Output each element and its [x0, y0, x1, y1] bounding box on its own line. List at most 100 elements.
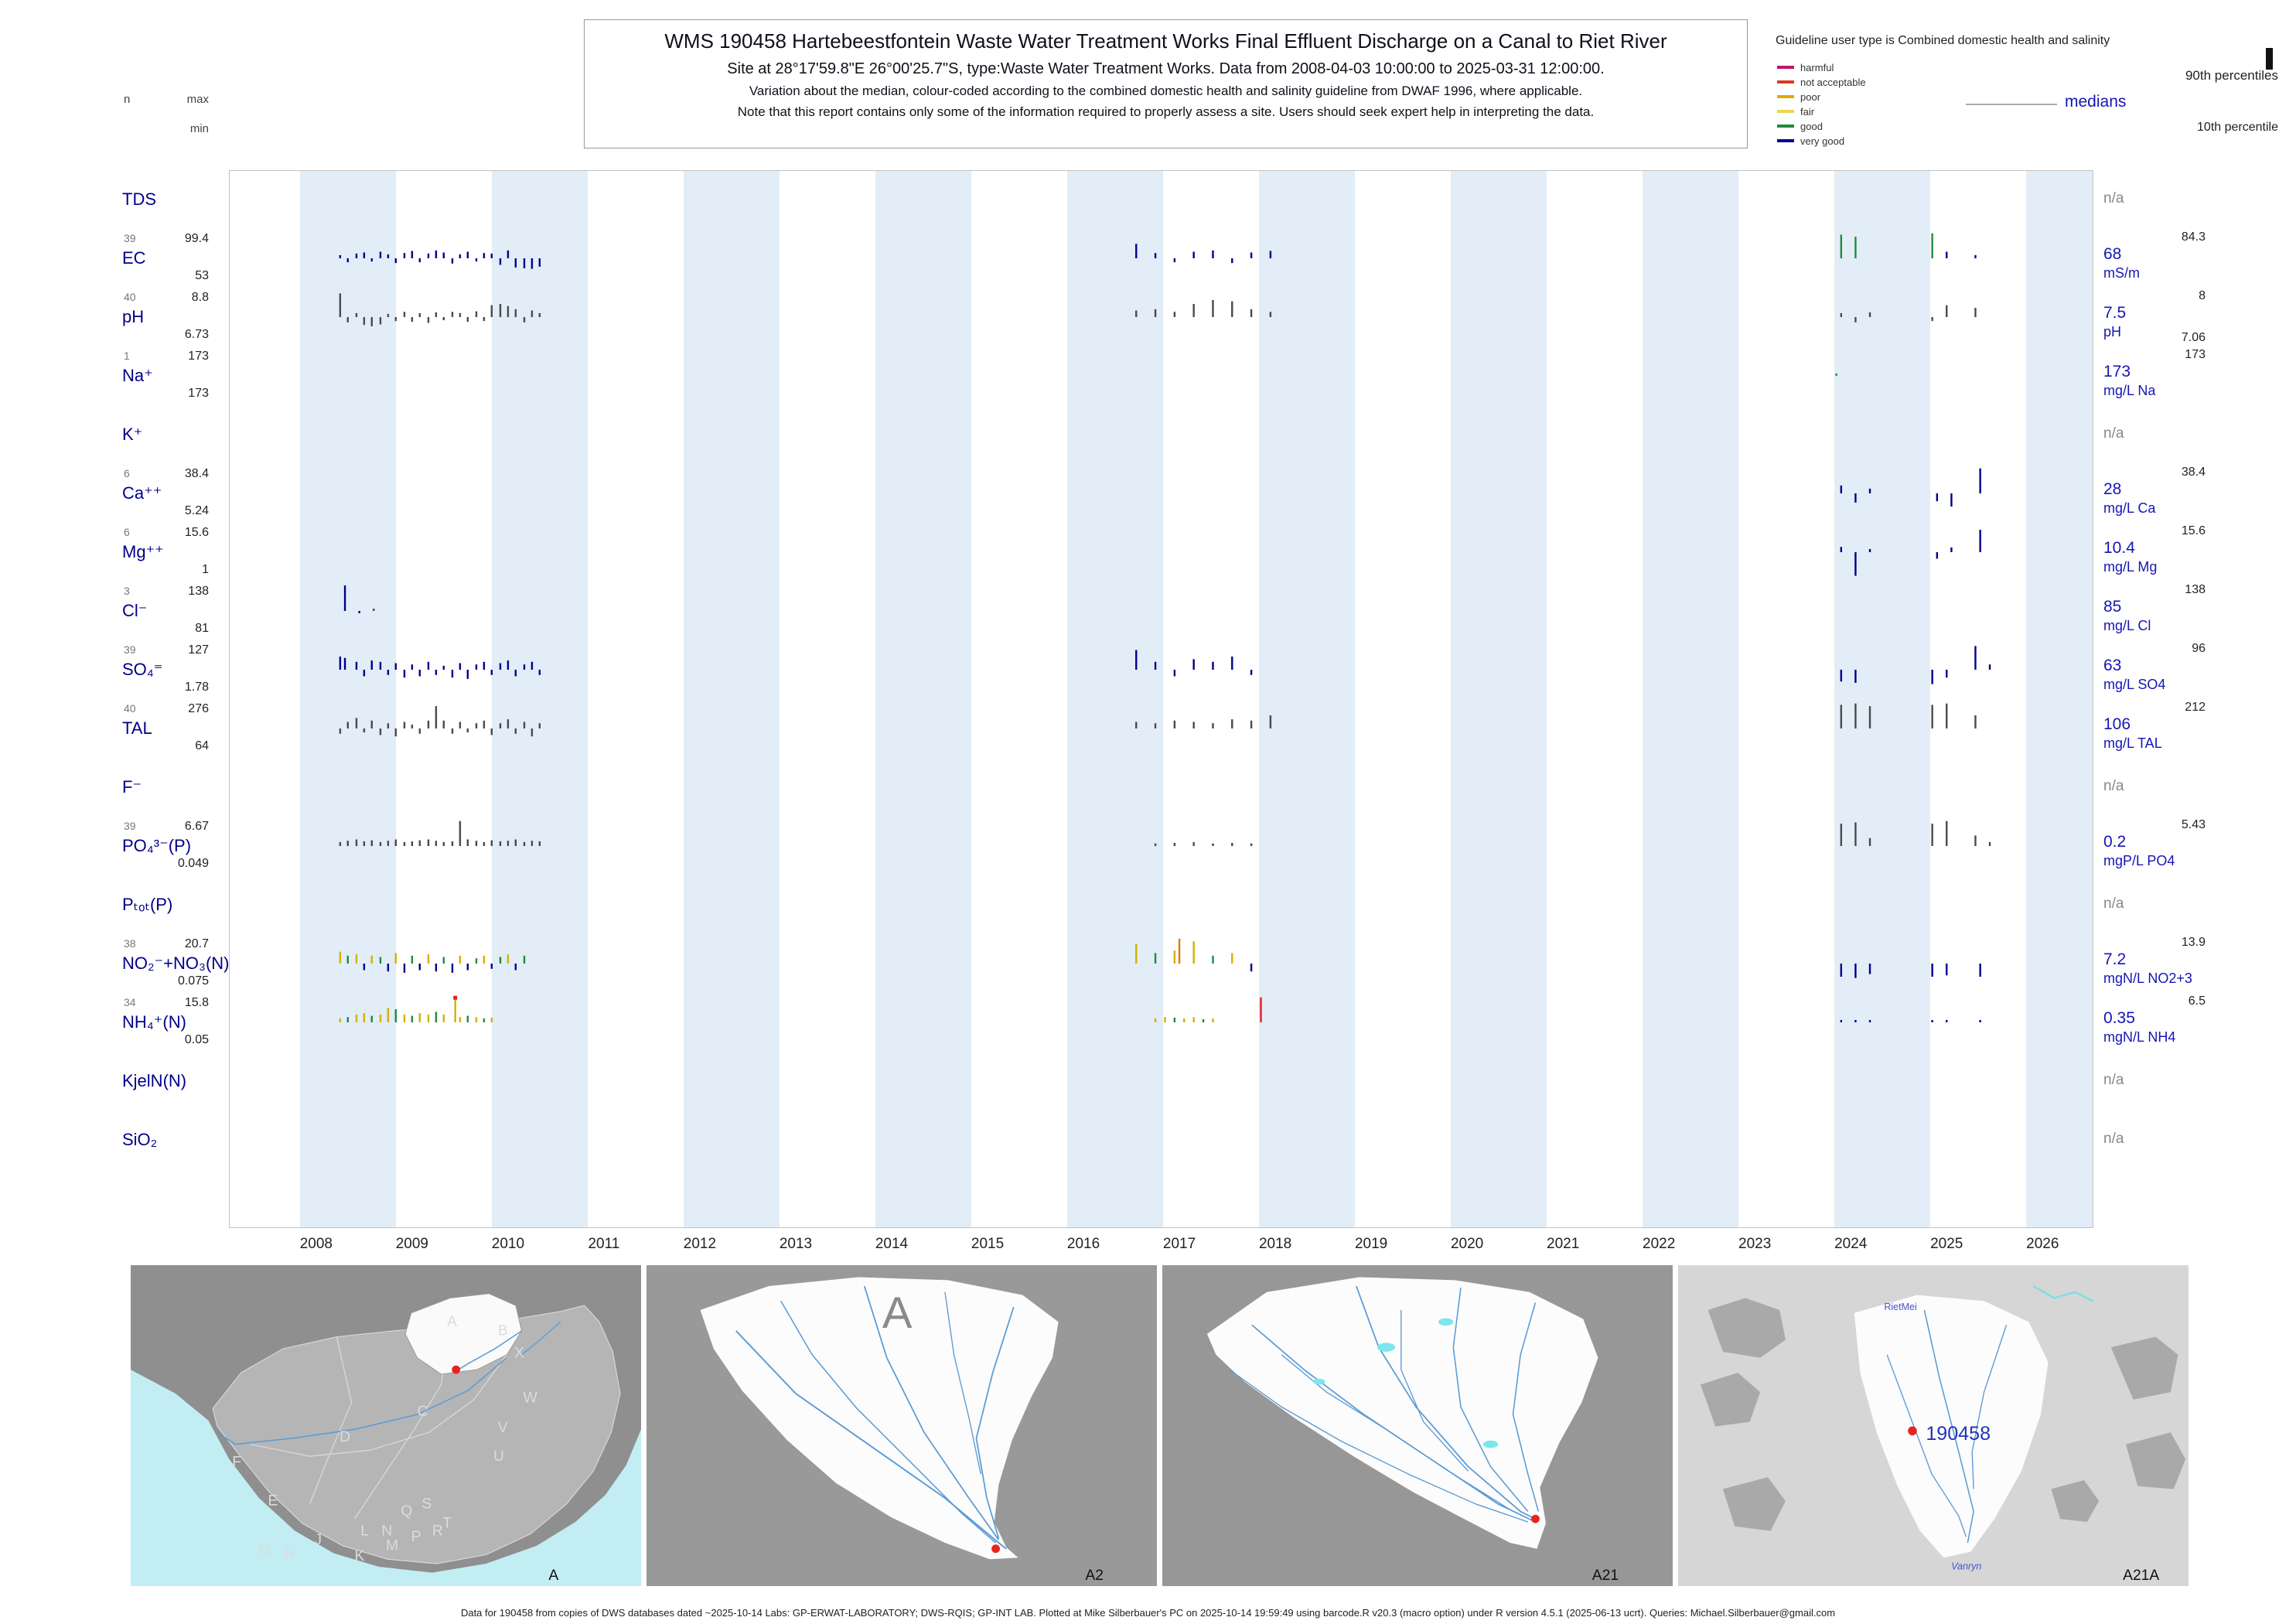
barcode-strip: [339, 233, 1977, 269]
barcode-strip: [339, 938, 1981, 978]
parameter-row: 38 20.7 NO₂⁻+NO₃(N) 0.075 13.9 7.2 mgN/L…: [0, 934, 2296, 993]
parameter-rows: TDS n/a 39 99.4 EC 53 84.3 68 mS/m 40 8.…: [0, 170, 2296, 1169]
column-header-min: min: [189, 122, 209, 135]
barcode-strip: [229, 1111, 2093, 1169]
min-value: 0.05: [184, 1033, 209, 1046]
year-band: [1066, 171, 1163, 1227]
sample-count: 1: [124, 350, 130, 362]
report-subtitle: Site at 28°17'59.8"E 26°00'25.7"S, type:…: [727, 60, 1605, 77]
median-value: 68: [2103, 245, 2122, 263]
station-marker: [452, 1365, 461, 1374]
parameter-row: 39 99.4 EC 53 84.3 68 mS/m: [0, 229, 2296, 288]
map-catchment-a21a: 190458 RietMei Vanryn A21A: [1678, 1265, 2189, 1586]
parameter-name: Ca⁺⁺: [122, 483, 162, 503]
axis-year-label: 2024: [1834, 1236, 1868, 1252]
sample-count: 39: [124, 820, 136, 832]
median-value: 7.2: [2103, 950, 2127, 968]
axis-year-label: 2018: [1258, 1236, 1292, 1252]
p90-value: 38.4: [2181, 466, 2206, 479]
region-letter: N: [381, 1523, 392, 1539]
barcode-strip: [339, 646, 1991, 684]
unit-label: mg/L TAL: [2103, 735, 2162, 751]
river: [1971, 1325, 2008, 1489]
year-band: [1834, 171, 1930, 1227]
legend-class-not-acceptable: not acceptable: [1777, 76, 1866, 88]
parameter-name: EC: [122, 248, 146, 268]
median-value: 106: [2103, 715, 2131, 733]
min-value: 1: [202, 563, 209, 576]
fair-swatch: [1777, 110, 1794, 113]
sample-bar-tip: [453, 995, 458, 1000]
dam: [1438, 1318, 1454, 1326]
parameter-name: KjelN(N): [122, 1071, 187, 1090]
harmful-swatch: [1777, 66, 1794, 69]
median-value: 0.35: [2103, 1009, 2135, 1027]
river-vaal: [455, 1330, 523, 1372]
unit-label: mgP/L PO4: [2103, 853, 2175, 868]
region-letter: R: [432, 1523, 443, 1539]
axis-year-label: 2023: [1738, 1236, 1772, 1252]
region-letter: H: [285, 1545, 295, 1561]
median-value: 85: [2103, 598, 2122, 616]
river: [863, 1285, 1000, 1540]
region-letter: P: [411, 1529, 421, 1545]
min-value: 64: [195, 739, 209, 752]
median-value: 173: [2103, 363, 2131, 380]
na-label: n/a: [2103, 425, 2124, 442]
unit-label: mgN/L NO2+3: [2103, 971, 2192, 986]
station-id-label: 190458: [1926, 1423, 1991, 1445]
station-marker: [991, 1544, 1000, 1554]
river: [1356, 1285, 1536, 1520]
panel-corner-label: A21A: [2123, 1568, 2159, 1584]
parameter-row: K⁺ n/a: [0, 405, 2296, 464]
p90-value: 138: [2185, 583, 2206, 596]
barcode-strip: [229, 875, 2093, 934]
region-boundary: [250, 1354, 507, 1457]
catchment-a-highlight: [404, 1293, 523, 1375]
report-note-guideline: Variation about the median, colour-coded…: [749, 84, 1583, 98]
map-catchment-a21: A21: [1162, 1265, 1673, 1586]
panel-corner-label: A21: [1592, 1568, 1619, 1584]
legend-p10-label: 10th percentile: [2197, 121, 2278, 134]
parameter-name: Mg⁺⁺: [122, 542, 164, 561]
region-letter: V: [498, 1420, 508, 1436]
sample-count: 40: [124, 702, 136, 715]
barcode-strip: [1835, 374, 1837, 376]
parameter-name: K⁺: [122, 425, 143, 444]
parameter-row: 40 8.8 pH 6.73 8 7.5 pH 7.06: [0, 288, 2296, 346]
panel-corner-label: A: [548, 1568, 558, 1584]
river: [1886, 1354, 1967, 1537]
barcode-strip: [343, 585, 375, 613]
dam: [1312, 1378, 1325, 1385]
unit-label: mg/L Ca: [2103, 500, 2156, 516]
axis-year-label: 2019: [1354, 1236, 1388, 1252]
legend-label: fair: [1800, 105, 1815, 118]
year-band: [1258, 171, 1355, 1227]
region-letter: D: [339, 1429, 350, 1445]
catchment-outline: [1854, 1295, 2049, 1558]
sample-count: 34: [124, 996, 136, 1008]
legend-class-harmful: harmful: [1777, 62, 1834, 73]
region-letter: M: [386, 1538, 398, 1554]
median-value: 7.5: [2103, 304, 2127, 322]
legend-class-fair: fair: [1777, 105, 1815, 118]
parameter-name: NO₂⁻+NO₃(N): [122, 954, 230, 973]
axis-year-label: 2011: [588, 1236, 620, 1252]
region-letter: K: [354, 1548, 364, 1564]
axis-year-label: 2008: [299, 1236, 333, 1252]
legend-title: Guideline user type is Combined domestic…: [1776, 34, 2110, 47]
station-marker: [1908, 1426, 1917, 1436]
axis-year-label: 2013: [779, 1236, 813, 1252]
region-letter: X: [514, 1346, 524, 1362]
legend-label: not acceptable: [1800, 76, 1866, 88]
min-value: 5.24: [184, 504, 209, 517]
max-value: 20.7: [184, 937, 209, 950]
south-africa: [212, 1305, 621, 1564]
station-marker: [1531, 1514, 1540, 1523]
year-band: [2025, 171, 2093, 1227]
region-letter: S: [421, 1496, 432, 1513]
region-letter: G: [259, 1542, 271, 1558]
p90-value: 5.43: [2181, 818, 2206, 831]
parameter-row: 39 6.67 PO₄³⁻(P) 0.049 5.43 0.2 mgP/L PO…: [0, 817, 2296, 875]
